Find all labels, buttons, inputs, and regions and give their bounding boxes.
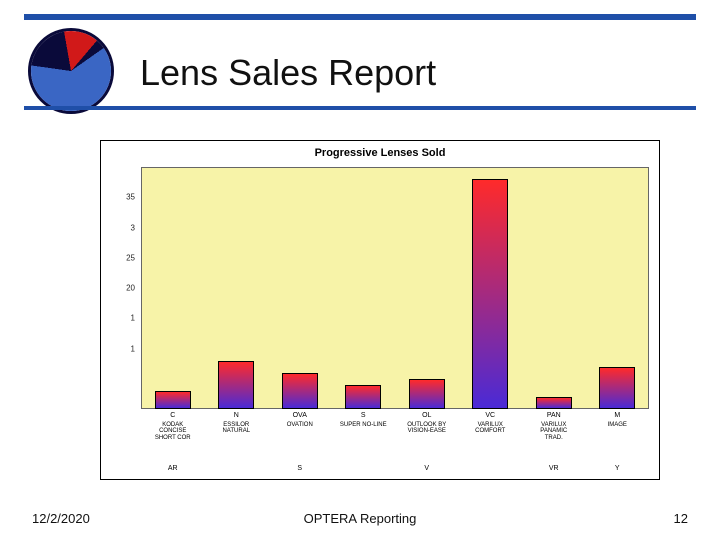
chart-ytick: 35	[126, 193, 135, 202]
chart-title: Progressive Lenses Sold	[101, 147, 659, 159]
chart-xgroup: Y	[586, 465, 650, 479]
chart-xlabel-name: KODAK CONCISE SHORT COR	[155, 422, 191, 441]
chart-xlabel-code: C	[170, 412, 175, 419]
chart-bar-cell	[586, 167, 650, 409]
chart-bar	[409, 379, 445, 409]
chart-ytick: 1	[131, 314, 135, 323]
chart-xlabel-code: N	[234, 412, 239, 419]
chart-xlabel-code: VC	[485, 412, 495, 419]
chart-bar	[282, 373, 318, 409]
chart-bar	[472, 179, 508, 409]
chart-xgroup: VR	[522, 465, 586, 479]
chart-xlabel-name: OUTLOOK BY VISION-EASE	[407, 422, 446, 435]
chart-ytick: 25	[126, 253, 135, 262]
chart-bar-cell	[205, 167, 269, 409]
chart-ytick: 1	[131, 344, 135, 353]
chart-bars	[141, 167, 649, 409]
chart-bar-cell	[395, 167, 459, 409]
chart-ytick: 3	[131, 223, 135, 232]
chart-bar-cell	[459, 167, 523, 409]
chart-xlabel-name: IMAGE	[608, 422, 627, 428]
slide-title: Lens Sales Report	[140, 52, 436, 94]
chart-xlabel-code: PAN	[547, 412, 561, 419]
chart-xgroup: AR	[141, 465, 205, 479]
pie-chart	[28, 28, 114, 114]
chart-xlabel-name: OVATION	[287, 422, 313, 428]
chart-bar	[345, 385, 381, 409]
bar-chart: Progressive Lenses Sold 1 1 20 25 3 35 C KODAK…	[100, 140, 660, 480]
chart-bar-cell	[332, 167, 396, 409]
chart-xlabel-code: OVA	[293, 412, 307, 419]
chart-xlabel-name: VARILUX PANAMIC TRAD.	[540, 422, 567, 441]
chart-bar	[218, 361, 254, 409]
chart-yaxis: 1 1 20 25 3 35	[101, 167, 139, 409]
chart-bar-cell	[522, 167, 586, 409]
chart-plot	[141, 167, 649, 409]
chart-xgroup: V	[395, 465, 459, 479]
chart-xlabel-name: SUPER NO-LINE	[340, 422, 387, 428]
chart-xlabel-code: OL	[422, 412, 431, 419]
chart-xlabel-code: S	[361, 412, 366, 419]
chart-xlabel-name: VARILUX COMFORT	[475, 422, 505, 435]
footer-page: 12	[674, 511, 688, 526]
chart-ytick: 20	[126, 284, 135, 293]
slide-top-accent	[24, 14, 696, 20]
chart-bar-cell	[141, 167, 205, 409]
chart-bar	[599, 367, 635, 409]
chart-bar	[536, 397, 572, 409]
chart-xlabel-name: ESSILOR NATURAL	[222, 422, 250, 435]
slide-title-underline	[24, 106, 696, 110]
chart-xgroup: S	[268, 465, 332, 479]
chart-xgroup	[459, 465, 523, 479]
chart-xlabel-code: M	[614, 412, 620, 419]
chart-xgroup	[332, 465, 396, 479]
footer-center: OPTERA Reporting	[0, 511, 720, 526]
chart-bar-cell	[268, 167, 332, 409]
chart-xgroup	[205, 465, 269, 479]
chart-xgroups: AR S V VRY	[141, 465, 649, 479]
chart-bar	[155, 391, 191, 409]
